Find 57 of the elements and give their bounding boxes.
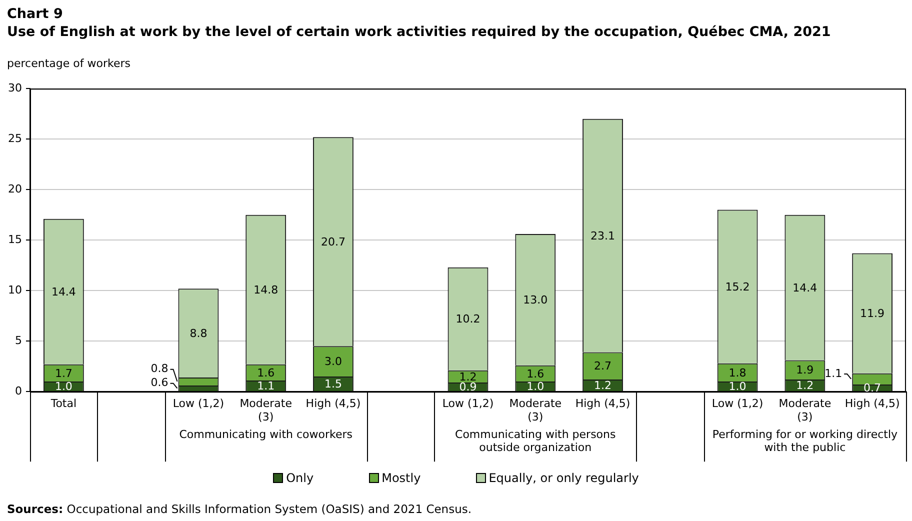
data-label: 1.2 <box>594 379 612 392</box>
text: Performing for or working directly with the public <box>712 428 898 454</box>
x-tick-label: Moderate (3) <box>509 397 562 424</box>
data-label: 0.6 <box>150 376 168 390</box>
data-label: 1.5 <box>324 378 342 391</box>
y-tick-label: 20 <box>8 182 22 196</box>
x-tick-label: Low (1,2) <box>712 397 764 410</box>
x-tick-label: Moderate (3) <box>240 397 292 424</box>
data-label: 1.2 <box>459 370 477 384</box>
chart-subtitle: Use of English at work by the level of certain work activities required by the occupation, Québec CMA, 2021 <box>7 23 831 41</box>
data-label: 0.8 <box>150 362 168 376</box>
data-label: 0.7 <box>864 382 882 395</box>
data-label: 0.9 <box>459 380 477 394</box>
x-tick-label: High (4,5) <box>575 397 630 410</box>
data-label: 14.8 <box>254 283 278 296</box>
data-label: 1.1 <box>257 380 275 393</box>
data-label: 3.0 <box>324 355 342 368</box>
x-tick-label: High (4,5) <box>844 397 900 410</box>
data-label: 1.0 <box>526 380 544 394</box>
y-tick-label: 5 <box>14 334 22 347</box>
data-label: 13.0 <box>523 294 548 307</box>
data-label: 1.0 <box>54 380 72 394</box>
data-label: 11.9 <box>860 307 885 320</box>
x-tick-label: Moderate (3) <box>778 397 832 424</box>
y-tick-label: 30 <box>8 81 22 94</box>
data-label: 8.8 <box>190 326 208 340</box>
data-label: 14.4 <box>51 285 76 298</box>
data-label: 1.0 <box>728 380 746 394</box>
data-label: 20.7 <box>320 235 346 248</box>
data-label: 1.6 <box>526 367 544 380</box>
y-axis-title: percentage of workers <box>7 57 130 70</box>
y-tick-label: 15 <box>8 232 22 246</box>
x-tick-label: Total <box>50 397 77 410</box>
y-tick-label: 25 <box>8 132 22 145</box>
data-label: 10.2 <box>456 312 480 326</box>
data-label: 14.4 <box>792 281 818 294</box>
legend-label: Mostly <box>382 471 421 485</box>
data-label: 1.1 <box>824 366 842 380</box>
chart-title: Chart 9 <box>7 5 64 23</box>
x-tick-label: Low (1,2) <box>442 397 494 410</box>
data-label: 1.9 <box>796 364 814 377</box>
x-tick-label: Low (1,2) <box>172 397 224 410</box>
y-tick-label: 10 <box>8 283 22 296</box>
data-label: 15.2 <box>725 280 750 294</box>
source-note: Sources: Occupational and Skills Information System (OaSIS) and 2021 Census. <box>7 502 472 516</box>
legend-label: Equally, or only regularly <box>488 471 639 485</box>
text: Communicating with coworkers <box>179 428 353 441</box>
text: Communicating with persons outside organization <box>455 428 616 454</box>
data-label: 1.8 <box>728 366 746 380</box>
y-tick-label: 0 <box>14 384 22 398</box>
data-label: 2.7 <box>594 360 612 373</box>
data-label: 1.7 <box>54 366 72 380</box>
data-label: 23.1 <box>590 229 616 242</box>
legend-label: Only <box>286 471 314 485</box>
data-label: 1.2 <box>796 379 814 392</box>
data-label: 1.6 <box>257 366 275 380</box>
x-tick-label: High (4,5) <box>306 397 361 410</box>
